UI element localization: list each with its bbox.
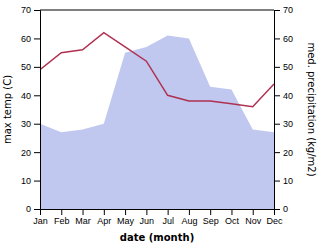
- tick-label: 60: [283, 34, 293, 44]
- tick-label: Nov: [245, 216, 262, 226]
- tick-mark: [34, 181, 40, 182]
- tick-label: Sep: [203, 216, 219, 226]
- axis-line: [41, 210, 275, 216]
- tick-label: 60: [21, 34, 31, 44]
- tick-mark: [146, 209, 147, 215]
- axis-line: [275, 11, 281, 210]
- tick: Mar: [75, 209, 91, 226]
- tick-mark: [34, 124, 40, 125]
- tick-label: 0: [283, 204, 288, 214]
- x-axis: Jan Feb Mar Apr May Jun Jul Aug Sep Oct Nov Dec: [33, 209, 283, 226]
- y-axis-title: max temp (C): [2, 75, 13, 144]
- tick-mark: [274, 152, 280, 153]
- tick-label: Jul: [162, 216, 174, 226]
- tick-label: 40: [21, 91, 31, 101]
- tick-label: 70: [21, 5, 31, 15]
- tick: 0: [26, 204, 40, 214]
- tick-mark: [274, 124, 280, 125]
- tick: 10: [21, 176, 40, 186]
- tick-label: Dec: [266, 216, 283, 226]
- tick-label: Aug: [181, 216, 197, 226]
- tick: Jul: [162, 209, 174, 226]
- tick-mark: [189, 209, 190, 215]
- tick: 50: [21, 62, 40, 72]
- tick-label: 20: [283, 148, 293, 158]
- tick: Aug: [181, 209, 197, 226]
- tick-label: 50: [283, 62, 293, 72]
- tick-label: 40: [283, 91, 293, 101]
- tick-mark: [83, 209, 84, 215]
- tick-label: 10: [283, 176, 293, 186]
- tick-mark: [61, 209, 62, 215]
- tick: Dec: [266, 209, 283, 226]
- tick: 60: [21, 34, 40, 44]
- tick: Oct: [225, 209, 240, 226]
- axis-line: [34, 11, 41, 210]
- tick-label: 30: [283, 119, 293, 129]
- tick-mark: [125, 209, 126, 215]
- tick-label: Jan: [33, 216, 48, 226]
- tick-mark: [274, 38, 280, 39]
- tick: 70: [21, 5, 40, 15]
- tick: 70: [274, 5, 293, 15]
- tick-label: 70: [283, 5, 293, 15]
- tick: 30: [21, 119, 40, 129]
- marks: [40, 33, 274, 209]
- tick-mark: [34, 67, 40, 68]
- tick-label: Jun: [140, 216, 155, 226]
- tick-label: 20: [21, 148, 31, 158]
- tick: 30: [274, 119, 293, 129]
- y2-axis: 0 10 20 30 40 50 60 70: [274, 5, 293, 214]
- tick: 20: [21, 148, 40, 158]
- y-axis: 0 10 20 30 40 50 60 70: [21, 5, 41, 214]
- tick: Jun: [140, 209, 155, 226]
- tick-mark: [210, 209, 211, 215]
- tick: 60: [274, 34, 293, 44]
- tick-mark: [104, 209, 105, 215]
- tick-label: Mar: [75, 216, 91, 226]
- chart: JanFebMarAprMayJunJulAugSepOctNovDec0102…: [0, 0, 318, 247]
- tick-label: Feb: [54, 216, 70, 226]
- tick: 50: [274, 62, 293, 72]
- tick-mark: [34, 10, 40, 11]
- tick-mark: [168, 209, 169, 215]
- tick-label: 30: [21, 119, 31, 129]
- line: [40, 33, 274, 107]
- tick-mark: [231, 209, 232, 215]
- tick-mark: [253, 209, 254, 215]
- tick-mark: [34, 95, 40, 96]
- tick: Sep: [203, 209, 219, 226]
- tick: Feb: [54, 209, 70, 226]
- tick: 40: [274, 91, 293, 101]
- tick-label: May: [117, 216, 135, 226]
- x-axis-title: date (month): [120, 232, 194, 243]
- tick-mark: [274, 67, 280, 68]
- frame: [40, 10, 274, 11]
- tick-label: 0: [26, 204, 31, 214]
- tick-mark: [34, 209, 40, 210]
- tick-mark: [274, 95, 280, 96]
- tick: Jan: [33, 209, 48, 226]
- tick-label: Apr: [97, 216, 111, 226]
- tick-label: 10: [21, 176, 31, 186]
- tick: May: [117, 209, 135, 226]
- tick-mark: [34, 152, 40, 153]
- tick-label: 50: [21, 62, 31, 72]
- tick: 10: [274, 176, 293, 186]
- tick: Nov: [245, 209, 262, 226]
- plot: JanFebMarAprMayJunJulAugSepOctNovDec0102…: [21, 5, 293, 226]
- tick-mark: [274, 209, 280, 210]
- tick-label: Oct: [225, 216, 240, 226]
- tick: 40: [21, 91, 40, 101]
- area: [40, 36, 274, 209]
- tick-mark: [34, 38, 40, 39]
- tick: 20: [274, 148, 293, 158]
- y2-axis-title: med. precipitation (kg/m2): [306, 42, 317, 176]
- tick-mark: [274, 10, 280, 11]
- tick-mark: [274, 181, 280, 182]
- tick: Apr: [97, 209, 111, 226]
- tick: 0: [274, 204, 288, 214]
